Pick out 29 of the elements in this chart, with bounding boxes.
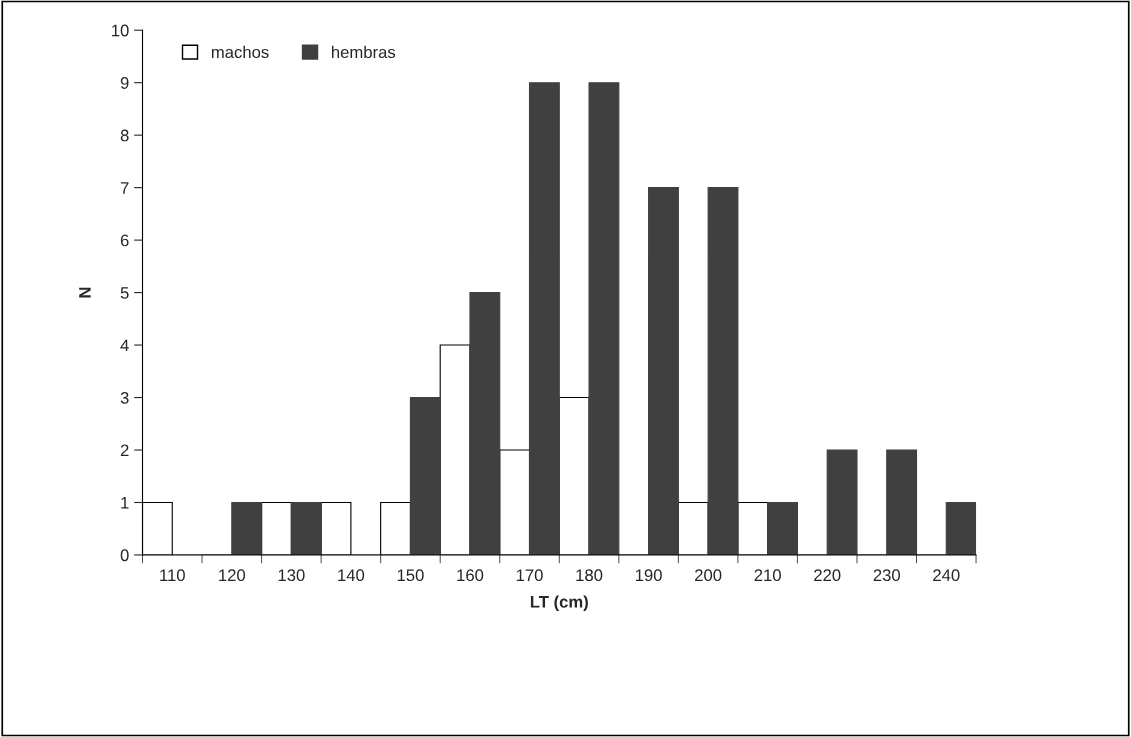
y-tick-label: 8 bbox=[120, 129, 129, 142]
x-tick-label: 230 bbox=[873, 569, 900, 582]
y-tick-label: 9 bbox=[120, 77, 129, 89]
y-tick-label: 7 bbox=[120, 182, 129, 194]
x-tick-label: 110 bbox=[160, 569, 185, 582]
x-tick-label: 140 bbox=[338, 569, 365, 582]
y-tick-label: 5 bbox=[120, 287, 129, 299]
x-tick-label: 120 bbox=[219, 569, 246, 582]
legend-label: machos bbox=[211, 45, 269, 59]
x-tick-label: 210 bbox=[754, 569, 781, 582]
y-tick-label: 6 bbox=[120, 234, 129, 247]
x-tick-label: 180 bbox=[576, 569, 603, 582]
x-tick-label: 190 bbox=[635, 569, 662, 582]
x-tick-label: 150 bbox=[397, 569, 424, 582]
y-tick-label: 1 bbox=[121, 497, 129, 509]
y-tick-label: 4 bbox=[120, 339, 129, 352]
x-tick-label: 160 bbox=[457, 569, 484, 582]
legend-label: hembras bbox=[332, 45, 396, 59]
y-tick-label: 2 bbox=[120, 444, 129, 457]
x-tick-label: 220 bbox=[814, 569, 841, 582]
x-tick-label: 200 bbox=[695, 569, 722, 582]
y-tick-label: 10 bbox=[112, 24, 129, 37]
x-tick-label: 130 bbox=[278, 569, 305, 582]
y-tick-label: 3 bbox=[120, 391, 129, 404]
y-axis-title: N bbox=[79, 287, 91, 298]
x-axis-title: LT (cm) bbox=[530, 595, 588, 612]
x-tick-label: 240 bbox=[933, 569, 960, 582]
y-tick-label: 0 bbox=[120, 549, 129, 562]
x-tick-label: 170 bbox=[516, 569, 543, 582]
